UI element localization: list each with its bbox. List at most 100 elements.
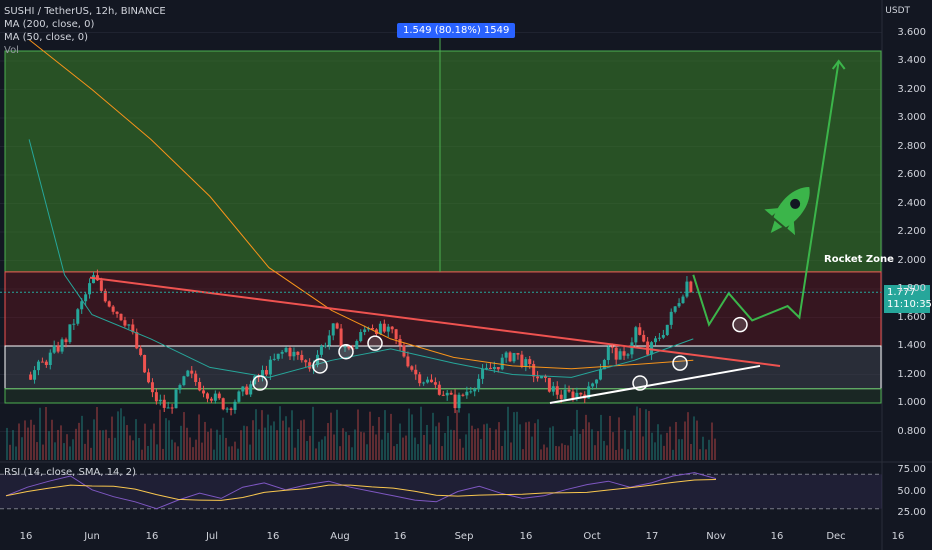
candle-body bbox=[115, 311, 119, 314]
volume-bar bbox=[150, 429, 152, 460]
volume-bar bbox=[633, 415, 635, 460]
candle-body bbox=[673, 306, 677, 312]
volume-bar bbox=[624, 430, 626, 460]
candle-body bbox=[319, 345, 323, 355]
volume-bar bbox=[513, 412, 515, 460]
volume-bar bbox=[225, 437, 227, 460]
candle-body bbox=[158, 399, 162, 402]
touch-circle bbox=[367, 335, 383, 351]
volume-bar bbox=[114, 437, 116, 460]
volume-bar bbox=[663, 445, 665, 460]
candle-body bbox=[260, 370, 264, 378]
price-axis-tick: 2.200 bbox=[897, 226, 926, 237]
candle-body bbox=[264, 370, 268, 375]
time-axis-tick: Dec bbox=[826, 531, 846, 542]
volume-bar bbox=[99, 430, 101, 460]
candle-body bbox=[433, 382, 437, 385]
candle-body bbox=[194, 373, 198, 382]
candle-body bbox=[422, 382, 426, 384]
volume-bar bbox=[486, 423, 488, 460]
volume-bar bbox=[711, 422, 713, 460]
rsi-legend: RSI (14, close, SMA, 14, 2) bbox=[4, 467, 137, 478]
price-axis-tick: 1.200 bbox=[897, 368, 926, 380]
candle-body bbox=[669, 311, 673, 325]
volume-bar bbox=[423, 434, 425, 460]
price-axis-tick: 2.600 bbox=[897, 169, 926, 180]
volume-bar bbox=[12, 430, 14, 460]
volume-bar bbox=[198, 414, 200, 460]
volume-bar bbox=[180, 425, 182, 460]
volume-bar bbox=[495, 429, 497, 460]
volume-bar bbox=[606, 445, 608, 460]
candle-body bbox=[166, 407, 170, 409]
volume-bar bbox=[627, 449, 629, 460]
candle-body bbox=[355, 341, 359, 349]
volume-bar bbox=[60, 425, 62, 460]
time-axis-tick: 16 bbox=[891, 531, 905, 542]
candle-body bbox=[154, 392, 158, 402]
zone-resistance bbox=[4, 271, 882, 347]
volume-bar bbox=[480, 439, 482, 460]
volume-bar bbox=[693, 416, 695, 460]
candle-body bbox=[473, 388, 477, 392]
candle-body bbox=[103, 290, 107, 302]
volume-bar bbox=[294, 447, 296, 460]
volume-bar bbox=[48, 431, 50, 460]
volume-bar bbox=[687, 412, 689, 460]
volume-bar bbox=[642, 436, 644, 460]
volume-bar bbox=[141, 449, 143, 460]
volume-bar bbox=[576, 409, 578, 460]
volume-bar bbox=[705, 449, 707, 460]
candle-body bbox=[626, 354, 630, 356]
volume-bar bbox=[459, 438, 461, 460]
price-axis-tick: 0.800 bbox=[897, 425, 926, 437]
volume-bar bbox=[297, 428, 299, 460]
time-axis-tick: Sep bbox=[454, 531, 474, 542]
volume-bar bbox=[90, 447, 92, 460]
ascending-trendline bbox=[549, 364, 761, 404]
candle-body bbox=[147, 372, 151, 383]
candle-body bbox=[587, 386, 591, 399]
measure-tag: 1.549 (80.18%) 1549 bbox=[397, 23, 516, 38]
candle-body bbox=[359, 332, 363, 342]
candle-body bbox=[44, 361, 48, 365]
candle-body bbox=[595, 379, 599, 384]
candle-body bbox=[610, 346, 614, 348]
candle-body bbox=[536, 376, 540, 379]
projection-path bbox=[692, 60, 840, 327]
volume-bar bbox=[24, 420, 26, 460]
volume-bar bbox=[369, 411, 371, 460]
volume-bar bbox=[177, 446, 179, 460]
volume-bar bbox=[501, 446, 503, 460]
volume-bar bbox=[597, 431, 599, 460]
volume-bar bbox=[186, 427, 188, 460]
candle-body bbox=[567, 389, 571, 392]
candle-body bbox=[233, 401, 237, 410]
volume-bar bbox=[558, 446, 560, 460]
candle-body bbox=[272, 358, 276, 360]
volume-bar bbox=[657, 424, 659, 460]
volume-bar bbox=[387, 432, 389, 460]
candle-body bbox=[382, 323, 386, 332]
volume-bar bbox=[531, 436, 533, 460]
volume-bar bbox=[195, 439, 197, 460]
candle-body bbox=[202, 390, 206, 394]
candle-body bbox=[217, 393, 221, 399]
volume-bar bbox=[651, 432, 653, 460]
volume-bar bbox=[33, 424, 35, 460]
candle-body bbox=[402, 345, 406, 357]
volume-bar bbox=[318, 441, 320, 460]
countdown: 11:10:35 bbox=[887, 299, 932, 310]
volume-bar bbox=[573, 429, 575, 460]
volume-bar bbox=[51, 419, 53, 460]
candle-body bbox=[347, 346, 351, 349]
volume-bar bbox=[585, 414, 587, 460]
candle-body bbox=[276, 353, 280, 359]
volume-bar bbox=[120, 408, 122, 460]
volume-bar bbox=[171, 439, 173, 460]
candle-body bbox=[575, 392, 579, 399]
candle-body bbox=[40, 361, 44, 363]
volume-bar bbox=[342, 428, 344, 460]
touch-circle bbox=[732, 316, 748, 333]
